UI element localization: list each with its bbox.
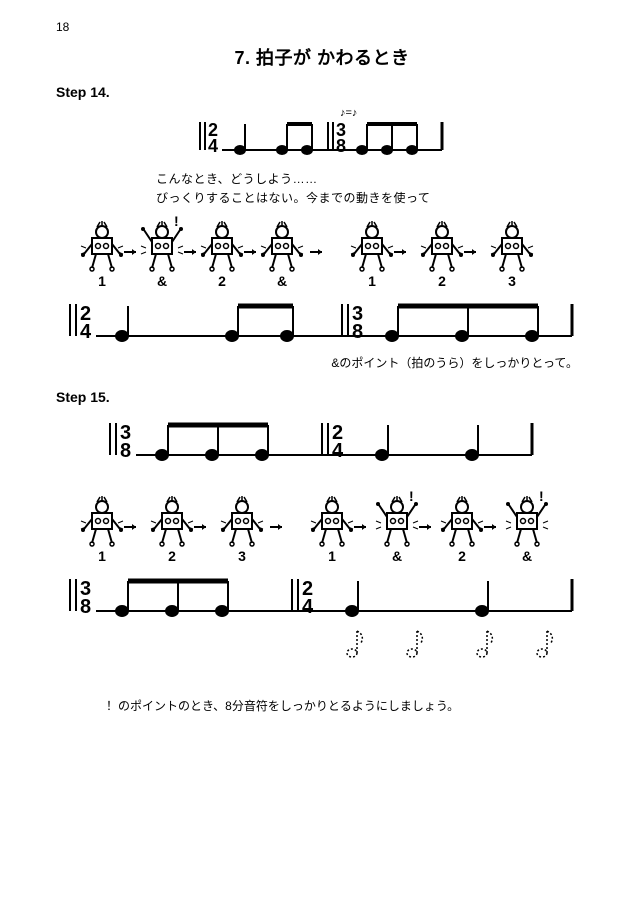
step14-after-note: &のポイント（拍のうら）をしっかりとって。 xyxy=(56,354,578,371)
svg-text:8: 8 xyxy=(120,440,131,462)
svg-text:2: 2 xyxy=(438,273,446,289)
svg-text:3: 3 xyxy=(238,548,246,564)
svg-text:4: 4 xyxy=(80,321,92,343)
chapter-title: 7. 拍子が かわるとき xyxy=(56,44,588,70)
music-textbook-page: 18 7. 拍子が かわるとき Step 14. 2 4 3 8 xyxy=(0,0,628,915)
svg-text:1: 1 xyxy=(328,548,336,564)
intro-line-1: こんなとき、どうしよう…… xyxy=(156,170,588,187)
svg-text:8: 8 xyxy=(80,596,91,618)
svg-text:1: 1 xyxy=(98,273,106,289)
svg-text:♪=♪: ♪=♪ xyxy=(340,107,357,119)
staff-14-top: 2 4 3 8 ♪=♪ xyxy=(192,104,452,164)
svg-text:&: & xyxy=(277,273,287,289)
staff-15-top: 3 8 2 4 xyxy=(102,409,542,469)
figure-row-15: ! ! 1 2 3 1 & 2 & xyxy=(62,487,582,567)
figure-row-14: ! 1 & 2 & 1 2 3 xyxy=(62,212,582,292)
svg-text:4: 4 xyxy=(332,440,344,462)
svg-text:2: 2 xyxy=(218,273,226,289)
svg-text:8: 8 xyxy=(336,136,346,156)
svg-text:&: & xyxy=(157,273,167,289)
svg-text:1: 1 xyxy=(368,273,376,289)
intro-line-2: びっくりすることはない。今までの動きを使って xyxy=(156,189,588,206)
svg-text:!: ! xyxy=(409,488,414,504)
svg-text:!: ! xyxy=(174,213,179,229)
staff-14-wide: 2 4 3 8 xyxy=(62,292,582,348)
svg-text:&: & xyxy=(392,548,402,564)
svg-text:1: 1 xyxy=(98,548,106,564)
step15-label: Step 15. xyxy=(56,389,588,405)
step15-bottom-note: ！のポイントのとき、8分音符をしっかりとるようにしましょう。 xyxy=(106,697,588,714)
step14-intro: こんなとき、どうしよう…… びっくりすることはない。今までの動きを使って xyxy=(156,170,588,206)
svg-text:4: 4 xyxy=(208,136,218,156)
step14-label: Step 14. xyxy=(56,84,588,100)
staff-15-wide: 3 8 2 4 xyxy=(62,567,582,667)
svg-text:8: 8 xyxy=(352,321,363,343)
svg-text:3: 3 xyxy=(508,273,516,289)
svg-text:4: 4 xyxy=(302,596,314,618)
svg-text:2: 2 xyxy=(168,548,176,564)
svg-text:&: & xyxy=(522,548,532,564)
svg-text:!: ! xyxy=(539,488,544,504)
svg-text:2: 2 xyxy=(458,548,466,564)
page-number: 18 xyxy=(56,20,69,34)
